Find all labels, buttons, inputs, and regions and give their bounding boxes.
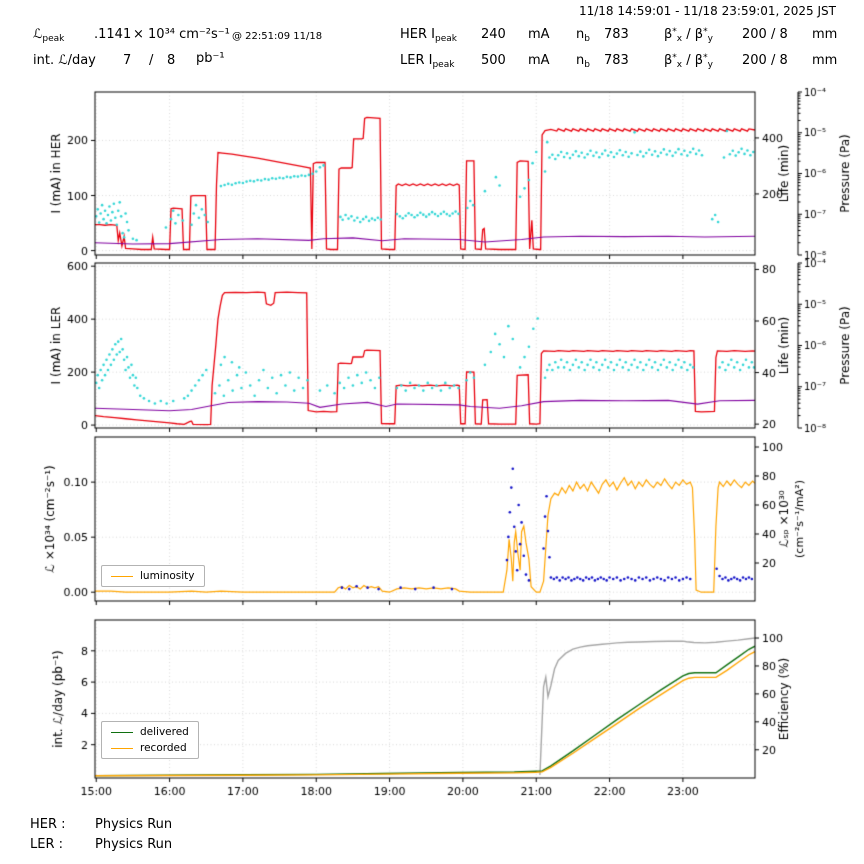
ler-beta-label: β*x / β*y <box>664 53 713 70</box>
peak-luminosity-label: ℒpeak <box>33 27 65 44</box>
legend-recorded-label: recorded <box>140 742 187 754</box>
her-run-status: Physics Run <box>95 817 173 832</box>
peak-luminosity-unit: × 10³⁴ cm⁻²s⁻¹ <box>133 27 230 42</box>
her-ipeak-unit: mA <box>528 27 550 42</box>
legend-delivered-label: delivered <box>140 726 189 738</box>
ler-ipeak-unit: mA <box>528 53 550 68</box>
ler-nb-value: 783 <box>604 53 629 68</box>
her-run-label: HER : <box>30 817 66 832</box>
legend-integrated: delivered recorded <box>101 721 199 759</box>
date-range: 11/18 14:59:01 - 11/18 23:59:01, 2025 JS… <box>578 4 836 18</box>
legend-luminosity-label: luminosity <box>140 570 195 582</box>
ler-run-status: Physics Run <box>95 837 173 852</box>
ler-beta-unit: mm <box>812 53 838 68</box>
legend-luminosity: luminosity <box>101 565 205 587</box>
int-lum-label: int. ℒ/day <box>33 53 96 68</box>
delivered-line-swatch <box>111 731 133 733</box>
legend-item-delivered: delivered <box>111 726 189 738</box>
int-lum-slash: / <box>149 53 154 68</box>
her-ipeak-label: HER Ipeak <box>400 27 457 44</box>
luminosity-line-swatch <box>111 575 133 577</box>
her-ipeak-value: 240 <box>481 27 506 42</box>
int-lum-delivered: 8 <box>167 53 176 68</box>
peak-luminosity-timestamp: @ 22:51:09 11/18 <box>232 31 323 42</box>
legend-item-luminosity: luminosity <box>111 570 195 582</box>
her-beta-label: β*x / β*y <box>664 27 713 44</box>
recorded-line-swatch <box>111 747 133 749</box>
her-beta-value: 200 / 8 <box>742 27 788 42</box>
ler-ipeak-value: 500 <box>481 53 506 68</box>
her-nb-value: 783 <box>604 27 629 42</box>
ler-run-label: LER : <box>30 837 64 852</box>
peak-luminosity-value: .1141 <box>94 27 132 42</box>
int-lum-recorded: 7 <box>123 53 132 68</box>
ler-ipeak-label: LER Ipeak <box>400 53 455 70</box>
her-nb-label: nb <box>576 27 590 44</box>
ler-beta-value: 200 / 8 <box>742 53 788 68</box>
int-lum-unit: pb⁻¹ <box>196 51 225 66</box>
ler-nb-label: nb <box>576 53 590 70</box>
plots-canvas <box>0 85 864 800</box>
legend-item-recorded: recorded <box>111 742 189 754</box>
her-beta-unit: mm <box>812 27 838 42</box>
script-l-symbol: ℒ <box>33 27 43 42</box>
